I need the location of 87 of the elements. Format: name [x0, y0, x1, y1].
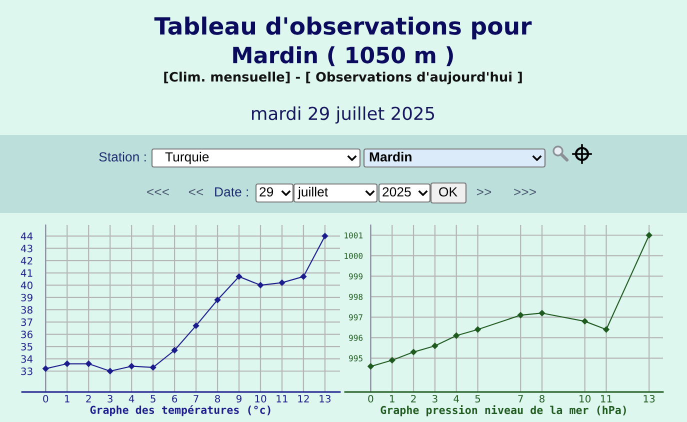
- point: [107, 368, 114, 374]
- text: Mardin: [370, 152, 412, 162]
- point: [172, 347, 178, 354]
- x-tick-label: 2: [411, 394, 416, 402]
- text: 29: [260, 187, 274, 197]
- y-tick-label: 37: [21, 318, 32, 326]
- x-tick-label: 7: [518, 395, 523, 402]
- x-tick-label: 9: [236, 394, 242, 403]
- x-tick-label: 6: [172, 394, 178, 403]
- point: [603, 326, 610, 333]
- y-tick-label: 1000: [344, 252, 363, 259]
- text: Turquie: [165, 152, 209, 164]
- y-tick-label: 43: [20, 244, 32, 252]
- y-tick-label: 39: [21, 294, 32, 302]
- text: <<<: [147, 188, 169, 196]
- x-tick-label: 5: [150, 395, 156, 403]
- point: [214, 296, 221, 303]
- text: >>>: [514, 188, 536, 196]
- y-tick-label: 36: [21, 330, 33, 338]
- y-tick-label: 38: [21, 306, 32, 314]
- text: Mardin ( 1050 m ): [233, 46, 453, 66]
- text: [Clim. mensuelle] - [ Observations d'aujourd'hui ]: [164, 72, 522, 84]
- x-tick-label: 13: [320, 394, 331, 403]
- point: [410, 348, 417, 356]
- x-tick-label: 1: [65, 395, 70, 402]
- y-tick-label: 996: [349, 334, 363, 341]
- text: <<: [188, 188, 204, 196]
- point: [518, 312, 524, 318]
- y-tick-label: 35: [21, 342, 32, 351]
- y-tick-label: 999: [349, 273, 363, 280]
- y-tick-label: 42: [20, 256, 32, 264]
- point: [42, 366, 49, 372]
- x-tick-label: 11: [600, 395, 612, 402]
- x-tick-label: 1: [390, 395, 394, 402]
- point: [64, 360, 70, 367]
- y-tick-label: 41: [20, 269, 32, 277]
- x-tick-label: 8: [215, 394, 220, 403]
- text: 2025: [382, 187, 411, 197]
- x-axis-title: Graphe des températures (°c): [90, 405, 270, 416]
- x-tick-label: 0: [368, 394, 374, 403]
- point: [538, 310, 546, 316]
- y-tick-label: 1001: [344, 232, 363, 238]
- point: [278, 280, 286, 286]
- point: [257, 282, 264, 288]
- x-tick-label: 12: [298, 394, 309, 402]
- point: [646, 232, 652, 238]
- x-tick-label: 10: [580, 394, 591, 403]
- x-tick-label: 5: [475, 395, 480, 403]
- x-tick-label: 3: [432, 394, 438, 403]
- y-tick-label: 998: [349, 294, 363, 300]
- point: [128, 363, 135, 370]
- x-tick-label: 8: [540, 394, 545, 403]
- x-tick-label: 0: [43, 394, 48, 403]
- x-tick-label: 3: [108, 394, 112, 403]
- text: juillet: [298, 186, 328, 200]
- point: [236, 274, 242, 280]
- point: [368, 363, 374, 370]
- x-tick-label: 4: [128, 395, 134, 402]
- point: [582, 318, 588, 324]
- text: >>: [476, 188, 492, 196]
- y-tick-label: 44: [20, 232, 33, 240]
- point: [150, 364, 156, 370]
- point: [322, 233, 328, 240]
- text: Station :: [99, 152, 146, 162]
- point: [86, 360, 92, 367]
- y-tick-label: 995: [349, 355, 362, 362]
- text: Tableau d'observations pour: [154, 16, 532, 40]
- x-tick-label: 13: [644, 394, 655, 403]
- point: [453, 332, 460, 339]
- point: [432, 342, 438, 349]
- text: mardi 29 juillet 2025: [252, 106, 434, 124]
- x-tick-label: 10: [255, 394, 266, 403]
- point: [389, 357, 396, 364]
- y-tick-label: 34: [21, 355, 33, 363]
- x-tick-label: 11: [276, 395, 288, 402]
- y-tick-label: 997: [349, 314, 362, 320]
- point: [192, 322, 200, 329]
- text: Date :: [215, 187, 248, 197]
- x-tick-label: 7: [194, 395, 198, 402]
- point: [474, 326, 481, 333]
- point: [300, 274, 307, 280]
- y-tick-label: 40: [20, 282, 32, 290]
- text: OK: [439, 187, 458, 197]
- y-tick-label: 33: [21, 368, 32, 376]
- x-tick-label: 2: [86, 394, 91, 402]
- x-axis-title: Graphe pression niveau de la mer (hPa): [380, 405, 626, 416]
- x-tick-label: 4: [454, 395, 459, 402]
